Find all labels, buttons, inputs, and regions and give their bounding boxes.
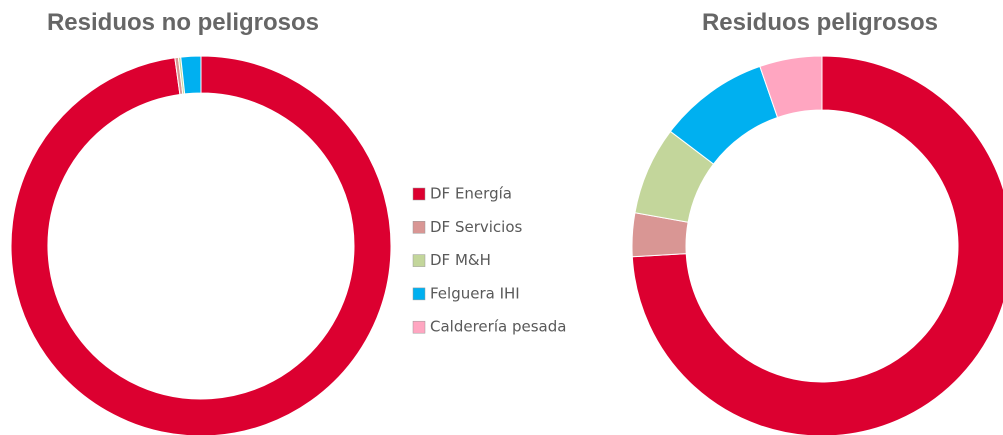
legend-swatch xyxy=(412,254,426,267)
legend-swatch xyxy=(412,221,426,234)
legend-swatch xyxy=(412,187,426,201)
legend-label: DF M&H xyxy=(430,251,491,269)
donut-slice xyxy=(631,55,1003,435)
legend-swatch xyxy=(412,320,426,334)
chart-title: Residuos no peligrosos xyxy=(47,9,319,36)
donut-slice xyxy=(759,55,823,119)
chart-title: Residuos peligrosos xyxy=(702,9,938,36)
legend-label: DF Energía xyxy=(430,185,512,203)
legend-label: DF Servicios xyxy=(430,218,522,236)
donut-slice xyxy=(180,55,202,95)
legend-label: Felguera IHI xyxy=(430,284,520,302)
legend-swatch xyxy=(412,287,426,301)
donut-slice xyxy=(10,55,392,435)
legend-label: Calderería pesada xyxy=(430,318,566,336)
